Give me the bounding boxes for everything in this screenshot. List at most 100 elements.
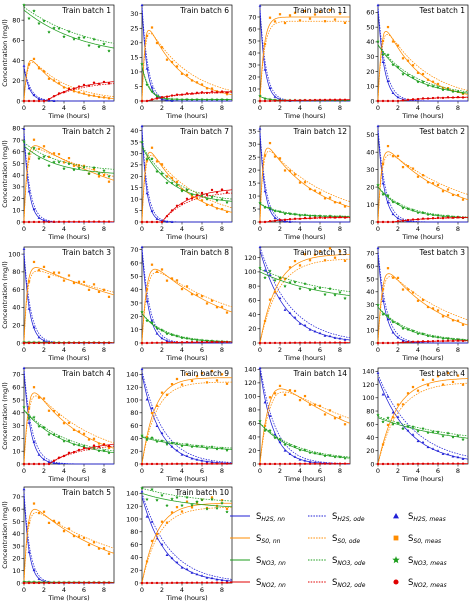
data-point-S_H2S xyxy=(150,319,154,322)
y-axis-label: Concentration (mg/l) xyxy=(1,382,9,450)
data-point-S_H2S xyxy=(273,216,277,219)
data-point-S_NO2 xyxy=(62,220,66,224)
data-point-S_H2S xyxy=(386,395,390,398)
data-point-S_S0 xyxy=(57,413,61,416)
data-point-S_S0 xyxy=(456,374,460,377)
y-tick-label: 60 xyxy=(130,259,138,267)
data-point-S_NO2 xyxy=(47,220,51,224)
x-tick-label: 0 xyxy=(140,586,144,594)
x-tick-label: 4 xyxy=(62,467,66,475)
data-point-S_S0 xyxy=(431,378,435,381)
data-point-S_S0 xyxy=(175,180,179,184)
data-point-S_NO2 xyxy=(82,446,86,450)
y-tick-label: 20 xyxy=(366,314,374,322)
data-point-S_S0 xyxy=(416,389,420,392)
data-point-S_S0 xyxy=(92,94,96,97)
y-tick-label: 40 xyxy=(12,57,20,65)
data-point-S_NO2 xyxy=(82,341,86,344)
data-point-S_NO2 xyxy=(185,462,189,465)
data-point-S_H2S xyxy=(225,579,229,582)
data-point-S_NO3 xyxy=(200,97,204,101)
data-point-S_S0 xyxy=(57,521,61,524)
data-point-S_S0 xyxy=(288,14,292,17)
data-point-S_NO2 xyxy=(273,341,277,345)
data-point-S_S0 xyxy=(426,78,430,81)
data-point-S_NO2 xyxy=(441,216,445,220)
data-point-S_S0 xyxy=(205,87,209,90)
data-point-S_NO3 xyxy=(37,156,41,160)
data-point-S_S0 xyxy=(396,44,400,47)
data-point-S_NO3 xyxy=(195,338,199,342)
data-point-S_NO3 xyxy=(441,88,445,92)
data-point-S_H2S xyxy=(145,299,149,303)
data-point-S_NO2 xyxy=(343,98,347,101)
data-point-S_S0 xyxy=(190,506,194,509)
data-point-S_NO3 xyxy=(268,428,272,433)
data-point-S_NO3 xyxy=(431,334,435,338)
data-point-S_H2S xyxy=(215,578,219,581)
data-point-S_S0 xyxy=(32,260,36,264)
data-point-S_H2S xyxy=(441,452,445,455)
subplot-title: Train batch 14 xyxy=(293,369,348,378)
data-point-S_H2S xyxy=(32,207,36,211)
data-point-S_NO3 xyxy=(411,329,415,333)
y-tick-label: 100 xyxy=(244,393,256,401)
subplot-2: 0 2 4 6 8 0 5 10 15 20 25 30 Train batch 6 Time (hour… xyxy=(130,3,233,120)
data-point-S_NO2 xyxy=(47,98,51,101)
data-point-S_S0 xyxy=(381,162,385,166)
data-point-S_S0 xyxy=(87,94,91,97)
data-point-S_NO3 xyxy=(27,16,31,20)
data-point-S_NO3 xyxy=(47,30,51,34)
data-point-S_NO2 xyxy=(376,220,380,224)
y-tick-label: 60 xyxy=(366,263,374,271)
data-point-S_NO2 xyxy=(431,462,435,465)
y-tick-label: 120 xyxy=(362,381,374,389)
subplot-8: 0 2 4 6 8 0 10 20 30 40 50 Test batch 2 Time (hours) xyxy=(366,124,469,241)
x-tick-label: 4 xyxy=(62,225,66,233)
x-tick-label: 0 xyxy=(376,467,380,475)
y-tick-label: 50 xyxy=(366,275,374,283)
legend-label: SNO3, nn xyxy=(256,556,286,567)
y-tick-label: 0 xyxy=(252,218,256,226)
data-point-S_S0 xyxy=(205,302,209,305)
data-point-S_NO3 xyxy=(107,174,111,178)
data-point-S_S0 xyxy=(87,438,91,441)
data-point-S_S0 xyxy=(32,138,36,141)
data-point-S_S0 xyxy=(107,97,111,100)
data-point-S_S0 xyxy=(145,560,149,563)
data-point-S_S0 xyxy=(210,299,214,302)
data-point-S_S0 xyxy=(406,288,410,291)
data-point-S_NO2 xyxy=(155,581,159,585)
data-point-S_H2S xyxy=(22,127,26,131)
data-point-S_NO2 xyxy=(205,581,209,584)
data-point-S_S0 xyxy=(426,181,430,184)
data-point-S_NO2 xyxy=(32,581,36,585)
data-point-S_H2S xyxy=(27,189,31,193)
subplot-10: 0 2 4 6 8 0 10 20 30 40 50 60 70 Train batch 8 Time (h… xyxy=(130,245,233,362)
data-point-S_H2S xyxy=(57,462,61,465)
data-point-S_S0 xyxy=(220,207,224,211)
data-point-S_S0 xyxy=(62,530,66,533)
data-point-S_NO2 xyxy=(175,204,179,207)
series-S_S0-ode-line xyxy=(23,61,115,102)
data-point-S_H2S xyxy=(258,245,262,249)
subplot-title: Train batch 1 xyxy=(61,6,111,15)
data-point-S_S0 xyxy=(451,380,455,384)
data-point-S_NO3 xyxy=(263,428,267,432)
data-point-S_NO3 xyxy=(263,275,267,280)
data-point-S_S0 xyxy=(145,436,149,439)
data-point-S_NO2 xyxy=(298,217,302,220)
data-point-S_NO3 xyxy=(77,166,81,170)
data-point-S_NO2 xyxy=(175,341,179,344)
data-point-S_H2S xyxy=(273,432,277,436)
data-point-S_NO3 xyxy=(22,139,26,143)
subplot-title: Test batch 3 xyxy=(419,248,466,257)
y-tick-label: 5 xyxy=(134,207,138,215)
data-point-S_NO2 xyxy=(456,95,460,99)
data-point-S_S0 xyxy=(441,383,445,386)
data-point-S_S0 xyxy=(446,188,450,191)
data-point-S_H2S xyxy=(381,60,385,64)
y-tick-label: 60 xyxy=(12,286,20,294)
data-point-S_NO3 xyxy=(32,146,36,150)
